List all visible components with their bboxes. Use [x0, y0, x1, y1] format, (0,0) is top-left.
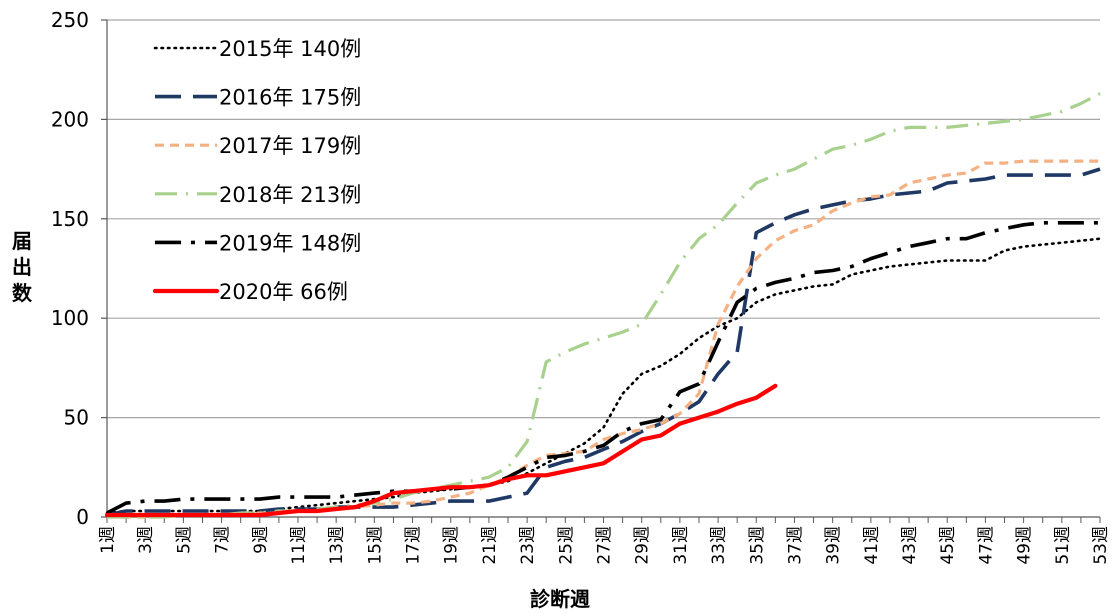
y-tick-label: 250 [51, 8, 89, 32]
x-tick-label: 19週 [442, 526, 462, 565]
legend-label: 2016年 175例 [219, 86, 361, 110]
x-tick-label: 23週 [518, 526, 538, 565]
x-tick-label: 21週 [480, 526, 500, 565]
series-line-2 [106, 167, 1101, 517]
y-tick-label: 150 [51, 207, 89, 231]
y-tick-label: 50 [64, 406, 89, 430]
x-tick-label: 17週 [404, 526, 424, 565]
series-line-5 [106, 221, 1100, 515]
x-tick-label: 31週 [671, 526, 691, 565]
x-tick-label: 15週 [365, 526, 385, 565]
legend-label: 2015年 140例 [219, 37, 361, 61]
y-axis: 0 50 100 150 200 250 [51, 8, 108, 529]
x-tick-label: 27週 [595, 526, 615, 565]
series-line-6 [104, 383, 778, 518]
y-tick-label: 100 [51, 306, 89, 330]
gridlines [107, 19, 1100, 419]
x-tick-label: 29週 [633, 526, 653, 565]
x-tick-label: 43週 [900, 526, 920, 565]
x-tick-label: 37週 [785, 526, 805, 565]
series-line-1 [105, 237, 1102, 515]
x-tick-label: 25週 [556, 526, 576, 565]
series-lines [104, 92, 1102, 519]
x-tick-label: 35週 [747, 526, 767, 565]
x-tick-label: 51週 [1053, 526, 1073, 565]
legend-label: 2018年 213例 [219, 183, 361, 207]
x-tick-label: 49週 [1015, 526, 1035, 565]
x-tick-label: 13週 [327, 526, 347, 565]
legend-label: 2020年 66例 [219, 280, 348, 304]
y-tick-label: 0 [76, 505, 89, 529]
y-tick-label: 200 [51, 107, 89, 131]
x-axis-title: 診断週 [530, 587, 590, 611]
x-tick-label: 3週 [136, 526, 156, 554]
x-tick-label: 47週 [976, 526, 996, 565]
x-tick-label: 45週 [938, 526, 958, 565]
x-tick-label: 7週 [213, 526, 233, 554]
x-tick-label: 9週 [251, 526, 271, 554]
x-tick-label: 33週 [709, 526, 729, 565]
x-axis: 1週 3週 5週 7週 9週 11週 13週 15週 17週 19週 21週 23週 25週 27週 29週… [98, 516, 1111, 565]
x-tick-label: 11週 [289, 526, 309, 565]
x-tick-label: 53週 [1091, 526, 1111, 565]
y-axis-title: 届出数 [12, 229, 33, 305]
x-tick-label: 1週 [98, 526, 118, 554]
legend-label: 2017年 179例 [219, 134, 361, 158]
legend: 2015年 140例 2016年 175例 2017年 179例 2018年 213例… [152, 37, 361, 304]
x-tick-label: 5週 [174, 526, 194, 554]
x-tick-label: 41週 [862, 526, 882, 565]
legend-label: 2019年 148例 [219, 231, 361, 255]
x-tick-label: 39週 [824, 526, 844, 565]
